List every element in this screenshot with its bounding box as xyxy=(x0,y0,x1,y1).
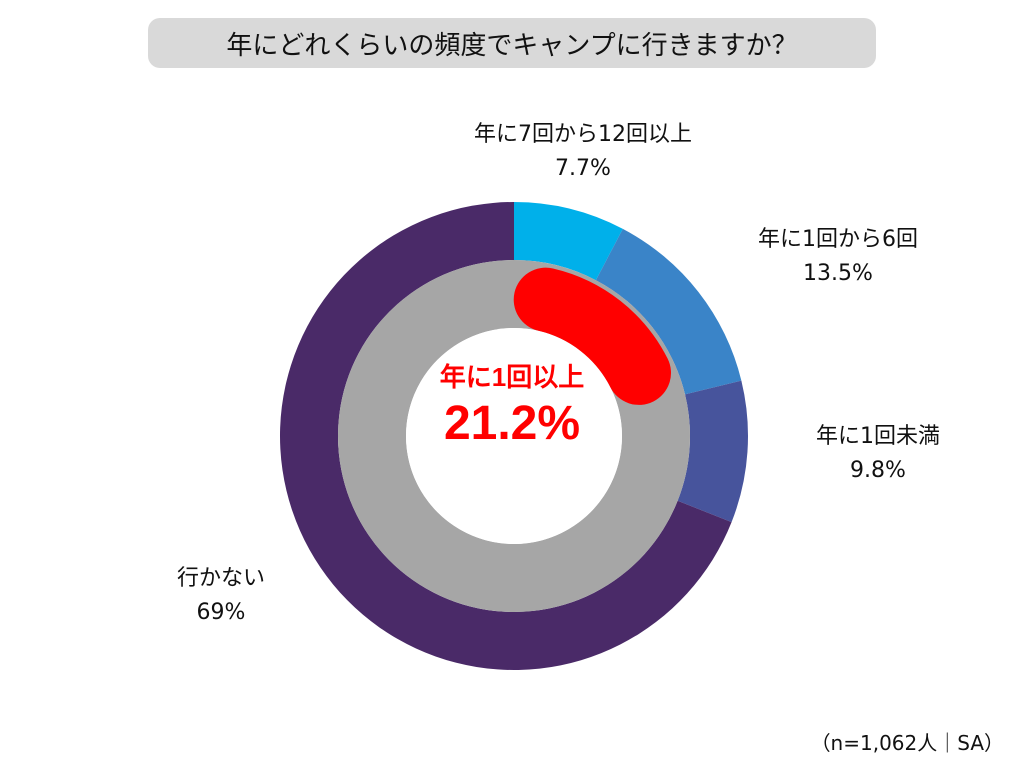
outer-ring xyxy=(280,202,749,670)
chart-title: 年にどれくらいの頻度でキャンプに行きますか？ xyxy=(226,30,798,61)
center-summary: 年に1回以上 21.2% xyxy=(412,360,612,454)
donut-hole xyxy=(406,328,622,544)
center-caption: 年に1回以上 xyxy=(439,362,585,392)
slice-value: 69% xyxy=(196,600,246,625)
slice-name: 年に7回から12回以上 xyxy=(474,122,692,147)
pie-slice-1 xyxy=(595,228,742,395)
slice-value: 7.7% xyxy=(555,156,611,181)
slice-name: 年に1回未満 xyxy=(816,424,940,449)
pie-slice-0 xyxy=(514,202,623,281)
chart-title-box: 年にどれくらいの頻度でキャンプに行きますか？ xyxy=(148,18,876,68)
inner-ring-highlight xyxy=(513,267,671,405)
slice-label-under-1: 年に1回未満 9.8% xyxy=(778,420,978,488)
slice-label-7-12: 年に7回から12回以上 7.7% xyxy=(433,118,733,186)
pie-slice-2 xyxy=(677,380,749,523)
sample-size-footnote: （n=1,062人｜SA） xyxy=(810,731,1004,755)
slice-label-never: 行かない 69% xyxy=(141,562,301,630)
slice-name: 行かない xyxy=(176,566,265,591)
slice-value: 9.8% xyxy=(850,458,906,483)
slice-value: 13.5% xyxy=(803,261,873,286)
inner-ring xyxy=(337,260,690,612)
slice-name: 年に1回から6回 xyxy=(758,227,918,252)
slice-label-1-6: 年に1回から6回 13.5% xyxy=(718,223,958,291)
center-value: 21.2% xyxy=(443,397,581,450)
